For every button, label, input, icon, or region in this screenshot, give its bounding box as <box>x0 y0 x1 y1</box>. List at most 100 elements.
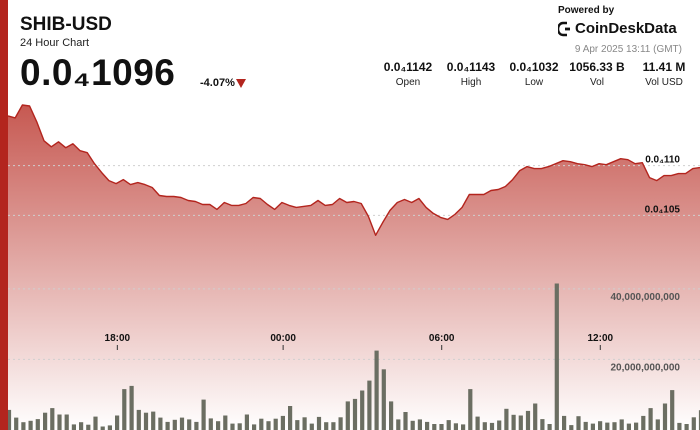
volume-bar <box>598 421 603 430</box>
coindesk-logo-icon <box>558 21 570 36</box>
volume-bar <box>446 420 451 430</box>
volume-bar <box>71 424 76 430</box>
volume-bar <box>381 369 386 430</box>
price-change-percent: -4.07% <box>200 77 235 89</box>
volume-bar <box>338 417 343 430</box>
volume-bar <box>641 415 646 430</box>
volume-bar <box>165 421 170 430</box>
volume-bar <box>489 422 495 430</box>
volume-bar <box>266 421 271 430</box>
timestamp: 9 Apr 2025 13:11 (GMT) <box>574 44 682 55</box>
volume-bar <box>425 421 430 430</box>
volume-bar <box>482 422 487 430</box>
volume-bar <box>698 410 700 430</box>
volume-bar <box>453 423 458 430</box>
volume-bar <box>93 416 98 430</box>
volume-bar <box>677 422 682 430</box>
volume-bar <box>417 419 422 430</box>
volume-bar <box>670 390 675 430</box>
volume-bar <box>626 423 631 430</box>
down-arrow-icon <box>236 79 246 88</box>
stat-low: 0.0₄1032 Low <box>508 60 560 88</box>
volume-bar <box>223 415 228 430</box>
volume-bar <box>367 380 372 430</box>
stat-high-label: High <box>460 77 482 88</box>
price-line <box>7 104 700 236</box>
volume-bar <box>562 415 567 430</box>
volume-bar <box>547 424 552 430</box>
volume-bar <box>461 424 466 430</box>
stat-volume-value: 1056.33 B <box>569 60 625 74</box>
volume-bar <box>50 408 55 430</box>
volume-bar <box>605 422 610 430</box>
volume-bar <box>619 419 624 430</box>
volume-bar <box>583 421 588 430</box>
volume-bar <box>569 425 574 430</box>
brand-name: CoinDeskData <box>575 20 677 37</box>
volume-bar <box>14 417 19 430</box>
volume-bar <box>35 419 40 430</box>
stat-open: 0.0₄1142 Open <box>382 60 434 88</box>
volume-bar <box>511 414 516 430</box>
volume-bar <box>540 419 545 430</box>
volume-bar <box>172 419 177 430</box>
volume-tick-label: 40,000,000,000 <box>610 292 680 303</box>
stat-open-value: 0.0₄1142 <box>383 60 433 74</box>
volume-bar <box>86 424 91 430</box>
volume-bar <box>612 422 617 430</box>
powered-by-label: Powered by <box>558 5 615 16</box>
accent-bar <box>0 0 8 430</box>
volume-bar <box>115 415 120 430</box>
volume-bar <box>107 425 112 430</box>
volume-bar <box>230 423 235 430</box>
volume-bar <box>280 415 285 430</box>
stat-open-label: Open <box>395 77 421 88</box>
volume-bar <box>208 418 213 430</box>
volume-bar <box>309 423 314 430</box>
volume-tick-label: 20,000,000,000 <box>610 362 680 373</box>
stat-volume-usd-label: Vol USD <box>645 77 683 88</box>
volume-bar <box>187 419 192 430</box>
stat-high-value: 0.0₄1143 <box>446 60 496 74</box>
volume-bar <box>201 399 206 430</box>
volume-bar <box>590 423 595 430</box>
volume-bar <box>64 414 69 430</box>
volume-bar <box>143 412 149 430</box>
volume-bar <box>244 414 249 430</box>
stat-volume-label: Vol <box>590 77 604 88</box>
volume-bar <box>151 411 156 430</box>
volume-bar <box>360 390 365 430</box>
volume-bar <box>396 419 401 430</box>
volume-bar <box>468 389 473 430</box>
volume-bar <box>136 409 141 430</box>
volume-bar <box>331 422 336 430</box>
current-price: 0.0₄1096 <box>20 52 176 93</box>
volume-bar <box>316 416 322 430</box>
volume-bar <box>194 421 199 430</box>
price-tick-label: 0.0₄110 <box>645 155 680 166</box>
stat-volume-usd: 11.41 M Vol USD <box>636 60 692 88</box>
volume-bar <box>273 418 278 430</box>
stat-volume-usd-value: 11.41 M <box>642 60 686 74</box>
volume-bar <box>259 418 264 430</box>
volume-bar <box>352 398 358 430</box>
price-area-fill <box>8 105 700 430</box>
volume-bar <box>662 403 668 430</box>
volume-bar <box>655 419 660 430</box>
brand-logo: CoinDeskData <box>558 20 677 37</box>
time-tick-label: 06:00 <box>429 333 455 344</box>
time-tick-label: 12:00 <box>588 333 614 344</box>
volume-bar <box>179 417 185 430</box>
time-tick-label: 00:00 <box>270 333 296 344</box>
volume-bar <box>295 420 300 430</box>
volume-bar <box>43 412 48 430</box>
stat-low-value: 0.0₄1032 <box>509 60 559 74</box>
volume-bar <box>497 420 502 430</box>
volume-bar <box>345 401 350 430</box>
volume-bar <box>324 422 329 430</box>
volume-bar <box>432 424 437 430</box>
volume-bar <box>533 403 538 430</box>
volume-bar <box>129 385 134 430</box>
